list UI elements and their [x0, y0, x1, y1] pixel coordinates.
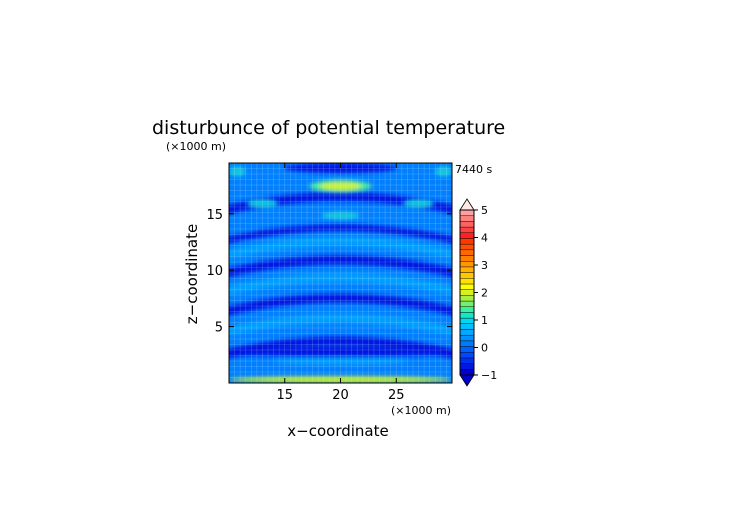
colorbar-swatch [459, 209, 475, 216]
colorbar-swatch [459, 329, 475, 336]
left-mid-lobe [246, 199, 279, 209]
colorbar-swatch [459, 272, 475, 279]
grid-lines [229, 163, 452, 383]
colorbar-swatch [459, 283, 475, 290]
colorbar-swatch [459, 232, 475, 239]
lower-trough [229, 345, 452, 358]
colorbar-tick-label: 3 [481, 259, 488, 272]
field-band [229, 293, 452, 316]
colorbar-swatch [459, 312, 475, 319]
colorbar-swatch [459, 346, 475, 353]
field-band [229, 255, 452, 277]
colorbar-swatch [459, 295, 475, 302]
colorbar-swatch [459, 289, 475, 296]
colorbar: −1 0 1 2 3 4 5 [459, 198, 497, 387]
left-top-lobe [229, 166, 246, 177]
upper-core-core [319, 181, 362, 191]
field-band [229, 313, 452, 336]
colorbar-swatch [459, 221, 475, 228]
colorbar-swatch [459, 357, 475, 364]
right-mid-lobe [402, 199, 435, 209]
colorbar-swatch [459, 243, 475, 251]
colorbar-swatch [459, 317, 475, 324]
field-band [229, 192, 452, 214]
colorbar-swatch [459, 334, 475, 342]
right-top-lobe [435, 166, 452, 177]
x-axis: 15 20 25 [276, 163, 405, 403]
y-axis-label: z−coordinate [183, 224, 201, 324]
colorbar-tick-label: 5 [481, 204, 488, 217]
contour-field [229, 163, 452, 383]
field-band [229, 273, 452, 295]
field-layers [229, 192, 452, 359]
colorbar-swatch [459, 215, 475, 222]
colorbar-tick-label: 2 [481, 287, 488, 300]
colorbar-swatch [459, 300, 475, 307]
center-lobe [321, 211, 360, 220]
colorbar-tick-label: 0 [481, 342, 488, 355]
colorbar-swatch [459, 278, 475, 285]
x-tick-label: 20 [332, 388, 349, 403]
colorbar-tick-label: 1 [481, 314, 488, 327]
colorbar-swatch [459, 352, 475, 359]
y-tick-label: 15 [206, 208, 223, 223]
colorbar-swatch [459, 369, 475, 376]
x-tick-label: 15 [276, 388, 293, 403]
y-tick-label: 5 [215, 321, 223, 336]
colorbar-swatch [459, 238, 475, 245]
colorbar-tick-label: −1 [481, 369, 497, 382]
colorbar-swatch [459, 255, 475, 262]
field-band [229, 237, 452, 259]
field-band [229, 336, 452, 359]
colorbar-extend-high [459, 198, 475, 211]
field-band [229, 224, 452, 244]
colorbar-extend-low [459, 374, 475, 387]
colorbar-swatch [459, 261, 475, 268]
x-tick-label: 25 [388, 388, 405, 403]
x-axis-label: x−coordinate [287, 422, 388, 440]
colorbar-tick-label: 4 [481, 232, 488, 245]
chart-title: disturbunce of potential temperature [152, 117, 505, 139]
plot-area [228, 162, 453, 384]
x-unit-label: (×1000 m) [391, 404, 451, 417]
y-axis: 5 10 15 [206, 208, 452, 336]
lower-core [273, 358, 408, 365]
y-tick-label: 10 [206, 264, 223, 279]
colorbar-swatch [459, 323, 475, 330]
time-label: 7440 s [455, 163, 492, 176]
top-trough [284, 163, 397, 174]
colorbar-swatch [459, 306, 475, 313]
y-unit-label: (×1000 m) [166, 140, 226, 153]
colorbar-swatch [459, 363, 475, 370]
colorbar-swatch [459, 266, 475, 273]
colorbar-swatch [459, 226, 475, 233]
colorbar-swatch [459, 249, 475, 256]
colorbar-swatch [459, 340, 475, 347]
